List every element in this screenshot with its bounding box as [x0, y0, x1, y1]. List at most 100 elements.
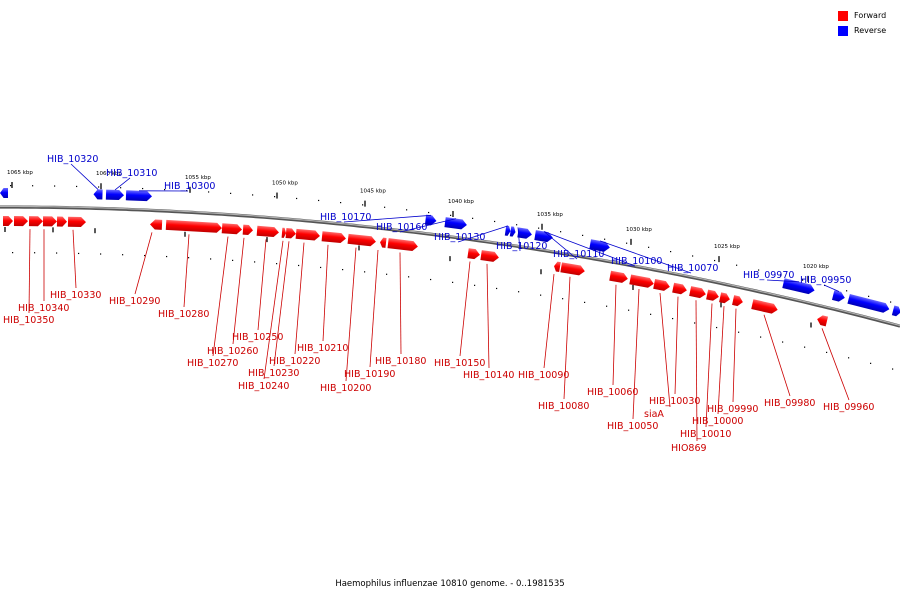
- gene-label-hib-10140[interactable]: HIB_10140: [463, 370, 514, 381]
- gene-label-hib-10100[interactable]: HIB_10100: [611, 256, 662, 267]
- legend-item-forward[interactable]: Forward: [838, 9, 886, 22]
- gene-arrow-hib-09980[interactable]: [751, 299, 779, 314]
- gene-arrow-hib-10260[interactable]: [242, 224, 254, 236]
- scale-label: 1020 kbp: [803, 264, 829, 270]
- gene-arrow-fwd[interactable]: [42, 216, 57, 227]
- gene-arrow-hib-10350[interactable]: [2, 215, 13, 227]
- gene-label-hib-10280[interactable]: HIB_10280: [158, 309, 209, 320]
- gene-label-hib-10180[interactable]: HIB_10180: [375, 356, 426, 367]
- gene-arrow-hib-10220[interactable]: [295, 228, 321, 241]
- gene-arrow-fwd[interactable]: [67, 216, 86, 227]
- gene-label-hib-10090[interactable]: HIB_10090: [518, 370, 569, 381]
- gene-label-hib-10120[interactable]: HIB_10120: [496, 241, 547, 252]
- gene-label-hib-10260[interactable]: HIB_10260: [207, 346, 258, 357]
- gene-arrow-siaa[interactable]: [653, 278, 671, 292]
- gene-arrow-hib-10300[interactable]: [125, 190, 152, 202]
- forward-swatch: [838, 10, 848, 21]
- gene-label-hib-10320[interactable]: HIB_10320: [47, 154, 98, 165]
- gene-label-hib-10080[interactable]: HIB_10080: [538, 401, 589, 412]
- gene-label-hib-10220[interactable]: HIB_10220: [269, 356, 320, 367]
- minor-tick: [760, 336, 762, 338]
- gene-arrow-hib-10320[interactable]: [93, 189, 103, 200]
- gene-arrow-hib-10080[interactable]: [560, 262, 585, 276]
- gene-arrow-hib-10050[interactable]: [629, 274, 654, 288]
- gene-arrow-hib-10330[interactable]: [28, 216, 43, 227]
- gene-label-siaa[interactable]: siaA: [644, 409, 664, 420]
- gene-arrow-hib-09950[interactable]: [831, 290, 846, 303]
- gene-label-hib-10330[interactable]: HIB_10330: [50, 290, 101, 301]
- gene-arrow-hio869[interactable]: [689, 286, 707, 299]
- gene-arrow-hib-10180[interactable]: [387, 238, 419, 252]
- gene-label-hib-10200[interactable]: HIB_10200: [320, 383, 371, 394]
- gene-label-hib-10110[interactable]: HIB_10110: [553, 249, 604, 260]
- gene-label-hib-10230[interactable]: HIB_10230: [248, 368, 299, 379]
- gene-label-hib-10310[interactable]: HIB_10310: [106, 168, 157, 179]
- gene-arrow-reverse-gene[interactable]: [891, 305, 900, 317]
- gene-arrow-hib-10270[interactable]: [221, 223, 243, 235]
- gene-label-hib-10070[interactable]: HIB_10070: [667, 263, 718, 274]
- gene-arrow-fwd[interactable]: [56, 216, 67, 227]
- gene-label-hib-10300[interactable]: HIB_10300: [164, 181, 215, 192]
- gene-label-hib-10190[interactable]: HIB_10190: [344, 369, 395, 380]
- gene-arrow-hib-10090[interactable]: [553, 261, 561, 273]
- gene-label-hib-10350[interactable]: HIB_10350: [3, 315, 54, 326]
- gene-label-hib-10030[interactable]: HIB_10030: [649, 396, 700, 407]
- legend-item-reverse[interactable]: Reverse: [838, 24, 886, 37]
- gene-arrow-hib-10030[interactable]: [672, 282, 688, 296]
- minor-tick: [56, 252, 58, 254]
- scale-label: 1045 kbp: [360, 189, 386, 195]
- gene-arrow-hib-10340[interactable]: [13, 216, 28, 227]
- gene-arrow-hib-09990[interactable]: [732, 295, 744, 307]
- gene-arrow-hib-10150[interactable]: [467, 248, 480, 260]
- gene-label-hib-10270[interactable]: HIB_10270: [187, 358, 238, 369]
- gene-label-hib-10010[interactable]: HIB_10010: [680, 429, 731, 440]
- gene-label-hib-10050[interactable]: HIB_10050: [607, 421, 658, 432]
- gene-arrow-reverse-gene[interactable]: [509, 226, 516, 237]
- gene-arrow-hib-10190[interactable]: [379, 237, 387, 248]
- gene-arrow-hib-10200[interactable]: [347, 233, 377, 247]
- minor-tick: [560, 231, 562, 233]
- gene-arrow-hib-10230[interactable]: [285, 227, 297, 239]
- gene-label-hib-10340[interactable]: HIB_10340: [18, 303, 69, 314]
- gene-label-hio869[interactable]: HIO869: [671, 443, 707, 454]
- gene-arrow-hib-10290[interactable]: [150, 219, 163, 230]
- gene-label-hib-10250[interactable]: HIB_10250: [232, 332, 283, 343]
- gene-label-hib-10150[interactable]: HIB_10150: [434, 358, 485, 369]
- leader-line: [263, 240, 284, 380]
- gene-arrow-hib-10130[interactable]: [504, 225, 511, 237]
- gene-label-hib-10170[interactable]: HIB_10170: [320, 212, 371, 223]
- gene-arrow-hib-10010[interactable]: [706, 289, 720, 302]
- gene-label-hib-09990[interactable]: HIB_09990: [707, 404, 758, 415]
- minor-tick: [100, 253, 102, 255]
- gene-label-hib-09970[interactable]: HIB_09970: [743, 270, 794, 281]
- gene-arrow-hib-10250[interactable]: [256, 225, 280, 238]
- gene-arrow-hib-10310[interactable]: [105, 189, 124, 201]
- gene-label-hib-09960[interactable]: HIB_09960: [823, 402, 874, 413]
- minor-tick: [540, 294, 542, 296]
- gene-arrow-hib-09960[interactable]: [816, 314, 829, 327]
- gene-arrow-hib-09970[interactable]: [782, 278, 815, 295]
- gene-arrow-hib-10170[interactable]: [424, 214, 437, 226]
- gene-arrow-hib-10240[interactable]: [281, 227, 287, 238]
- gene-arrow-reverse-gene[interactable]: [847, 293, 890, 314]
- scale-label: 1025 kbp: [714, 244, 740, 250]
- gene-arrow-hib-10210[interactable]: [321, 231, 347, 244]
- gene-arrow-hib-10280[interactable]: [165, 219, 222, 233]
- gene-label-hib-10290[interactable]: HIB_10290: [109, 296, 160, 307]
- gene-label-hib-09980[interactable]: HIB_09980: [764, 398, 815, 409]
- gene-label-hib-10130[interactable]: HIB_10130: [434, 232, 485, 243]
- gene-arrow-hib-10000[interactable]: [719, 292, 731, 304]
- gene-label-hib-09950[interactable]: HIB_09950: [800, 275, 851, 286]
- gene-arrow-hib-10160[interactable]: [444, 217, 467, 230]
- gene-label-hib-10000[interactable]: HIB_10000: [692, 416, 743, 427]
- gene-arrow-hib-10060[interactable]: [609, 270, 628, 284]
- gene-arrow-hib-10120[interactable]: [517, 227, 532, 239]
- gene-arrow-reverse-gene[interactable]: [0, 187, 9, 199]
- gene-arrow-hib-10140[interactable]: [480, 250, 499, 262]
- gene-label-hib-10240[interactable]: HIB_10240: [238, 381, 289, 392]
- minor-tick: [296, 197, 298, 200]
- gene-arrow-reverse-gene[interactable]: [542, 231, 546, 242]
- gene-label-hib-10160[interactable]: HIB_10160: [376, 222, 427, 233]
- gene-label-hib-10210[interactable]: HIB_10210: [297, 343, 348, 354]
- gene-label-hib-10060[interactable]: HIB_10060: [587, 387, 638, 398]
